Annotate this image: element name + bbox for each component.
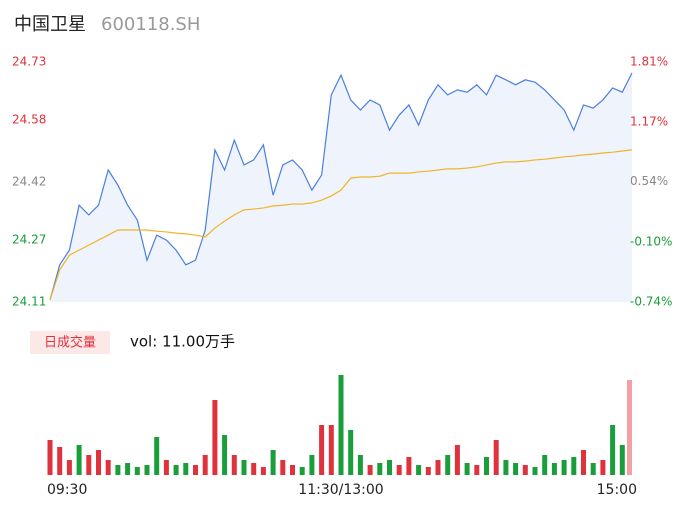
volume-bar (280, 460, 286, 475)
volume-bar (338, 375, 344, 475)
volume-bar (105, 460, 111, 475)
volume-bar (260, 467, 266, 475)
volume-bar (396, 465, 402, 475)
volume-bar (144, 465, 150, 475)
y2-tick-label: 1.81% (630, 55, 668, 69)
volume-bar (319, 425, 325, 475)
volume-badge (30, 331, 110, 354)
volume-bar (173, 465, 179, 475)
volume-bar (183, 463, 189, 475)
volume-bar (47, 440, 53, 475)
volume-bar (57, 447, 63, 475)
volume-bar (484, 457, 489, 475)
volume-bar (357, 455, 363, 475)
volume-bar (522, 465, 528, 475)
volume-bar (154, 437, 160, 475)
volume-bar (610, 425, 616, 475)
volume-bar (551, 463, 557, 475)
y2-tick-label: -0.10% (630, 234, 672, 248)
y-tick-label: 24.73 (12, 55, 46, 69)
volume-bar (86, 455, 92, 475)
volume-bar (590, 463, 596, 475)
y-tick-label: 24.42 (12, 175, 46, 189)
volume-bar (503, 460, 509, 475)
average-line (49, 149, 633, 301)
y-tick-label: 24.27 (12, 233, 46, 247)
price-line (49, 72, 633, 301)
volume-bar (377, 463, 383, 475)
volume-bar (193, 465, 198, 475)
volume-bar (425, 467, 431, 475)
volume-bar (561, 460, 567, 475)
volume-bar (222, 435, 228, 475)
volume-bar (125, 463, 131, 475)
volume-bar (542, 455, 548, 475)
x-tick-label: 09:30 (47, 482, 87, 498)
volume-bar (115, 465, 121, 475)
volume-bar (299, 467, 305, 475)
y2-tick-label: 1.17% (630, 115, 668, 129)
volume-bar (387, 460, 392, 475)
volume-bar (454, 445, 460, 475)
volume-bar (474, 465, 480, 475)
stock-name: 中国卫星 (14, 14, 86, 35)
volume-bar (532, 467, 538, 475)
volume-bar (367, 465, 373, 475)
volume-bar (328, 425, 334, 475)
y-tick-label: 24.11 (12, 295, 46, 309)
volume-bar (619, 445, 625, 475)
volume-bar (309, 455, 315, 475)
y2-tick-label: -0.74% (630, 295, 672, 309)
volume-bar (435, 460, 441, 475)
volume-bar (513, 463, 519, 475)
volume-bar (76, 445, 82, 475)
stock-code: 600118.SH (101, 14, 200, 35)
price-area (50, 72, 632, 302)
volume-badge-label: 日成交量 (44, 335, 96, 351)
volume-bar (464, 463, 470, 475)
volume-bar (231, 455, 237, 475)
volume-bar (416, 465, 422, 475)
volume-bar (406, 457, 412, 475)
x-tick-label: 15:00 (597, 482, 637, 498)
y2-tick-label: 0.54% (630, 174, 668, 188)
x-tick-label: 11:30/13:00 (298, 482, 383, 498)
volume-bar (445, 455, 451, 475)
volume-bar (96, 450, 101, 475)
volume-bar (134, 467, 140, 475)
volume-bar (270, 450, 276, 475)
volume-bar (241, 460, 247, 475)
volume-total: vol: 11.00万手 (130, 333, 235, 351)
y-tick-label: 24.58 (12, 113, 46, 127)
volume-bar (581, 450, 586, 475)
volume-bar (202, 455, 208, 475)
volume-bar (212, 400, 218, 475)
volume-bar (251, 463, 257, 475)
volume-bar (571, 457, 577, 475)
volume-bar (600, 460, 606, 475)
volume-bar (163, 460, 169, 475)
volume-bar (348, 430, 354, 475)
volume-bar (493, 440, 499, 475)
volume-bar (290, 465, 295, 475)
volume-bar (627, 380, 632, 475)
volume-bar (66, 460, 72, 475)
